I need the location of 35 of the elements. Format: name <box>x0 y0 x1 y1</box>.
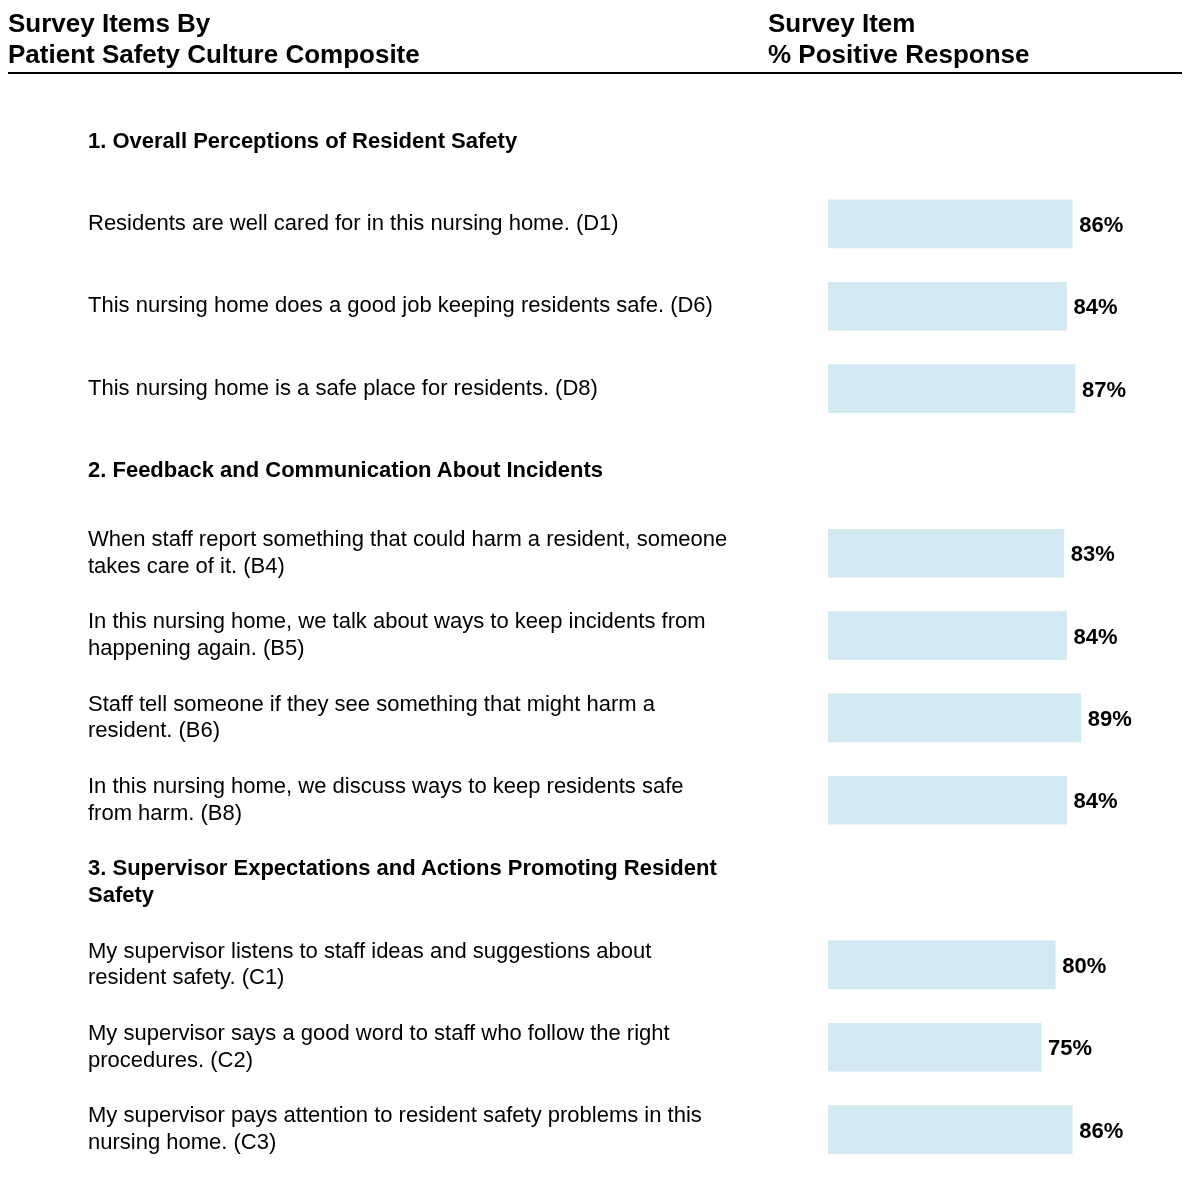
bar <box>828 199 1073 249</box>
bar <box>828 364 1076 413</box>
data-label: 86% <box>1079 211 1124 237</box>
data-label: 84% <box>1073 623 1118 649</box>
bar <box>828 775 1067 825</box>
bar <box>828 281 1067 331</box>
y-tick-label: 2. Feedback and Communication About Incidents <box>88 456 604 482</box>
y-axis-title: Survey Items By Patient Safety Culture Composite <box>8 8 421 70</box>
y-tick-label: My supervisor says a good word to staff who follow the right procedures. (C2) <box>88 1020 670 1072</box>
y-tick-label: When staff report something that could harm a resident, someone takes care of it. (B4) <box>88 526 728 578</box>
data-label: 84% <box>1073 788 1118 814</box>
bar <box>828 1022 1042 1072</box>
x-axis-title: Survey Item % Positive Response <box>768 8 1030 70</box>
data-label: 75% <box>1048 1035 1093 1061</box>
bar <box>828 611 1067 660</box>
data-label: 84% <box>1073 294 1118 320</box>
data-label: 86% <box>1079 1117 1124 1143</box>
data-label: 89% <box>1087 706 1132 731</box>
y-tick-label: In this nursing home, we talk about ways to keep incidents from happening again. (B5) <box>88 608 706 660</box>
y-tick-label: 1. Overall Perceptions of Resident Safety <box>88 127 518 153</box>
y-tick-label: This nursing home is a safe place for residents. (D8) <box>88 374 598 400</box>
y-tick-label: My supervisor listens to staff ideas and suggestions about resident safety. (C1) <box>88 937 652 990</box>
data-label: 80% <box>1062 953 1107 979</box>
y-tick-label: 3. Supervisor Expectations and Actions Promoting Resident Safety <box>88 855 718 907</box>
y-tick-label: Residents are well cared for in this nursing home. (D1) <box>88 209 619 235</box>
y-tick-label: My supervisor pays attention to resident safety problems in this nursing home. (C3) <box>88 1102 702 1154</box>
bar <box>828 693 1082 743</box>
bar <box>828 1105 1073 1154</box>
y-tick-label: In this nursing home, we discuss ways to keep residents safe from harm. (B8) <box>88 773 684 825</box>
bar <box>828 940 1056 990</box>
y-tick-label: Staff tell someone if they see something that might harm a resident. (B6) <box>88 690 656 743</box>
data-label: 83% <box>1070 541 1115 567</box>
bar <box>828 528 1065 578</box>
data-label: 87% <box>1082 376 1127 402</box>
y-tick-label: This nursing home does a good job keeping residents safe. (D6) <box>88 292 713 318</box>
